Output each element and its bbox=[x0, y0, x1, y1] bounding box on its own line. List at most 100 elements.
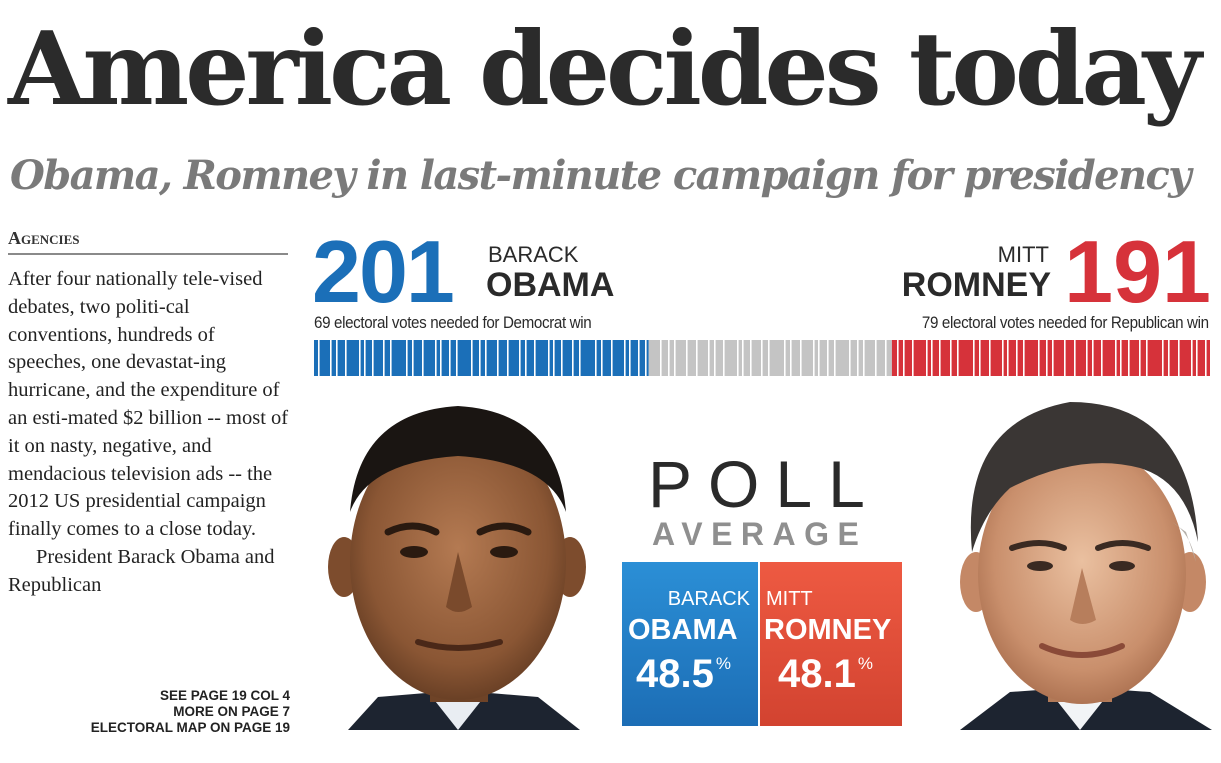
romney-photo bbox=[960, 402, 1212, 730]
poll-title: POLL bbox=[648, 447, 881, 521]
state-divider bbox=[497, 340, 499, 376]
state-divider bbox=[979, 340, 981, 376]
state-divider bbox=[931, 340, 933, 376]
state-divider bbox=[668, 340, 670, 376]
jump-line-1[interactable]: SEE PAGE 19 COL 4 bbox=[159, 688, 290, 703]
state-divider bbox=[435, 340, 437, 376]
state-divider bbox=[849, 340, 851, 376]
state-divider bbox=[857, 340, 859, 376]
state-divider bbox=[813, 340, 815, 376]
state-divider bbox=[1178, 340, 1180, 376]
state-divider bbox=[364, 340, 366, 376]
romney-poll-percent: 48.1% bbox=[778, 652, 873, 697]
romney-last-name: ROMNEY bbox=[901, 266, 1051, 304]
state-divider bbox=[950, 340, 952, 376]
state-divider bbox=[1101, 340, 1103, 376]
state-divider bbox=[1162, 340, 1164, 376]
romney-poll-first-name: MITT bbox=[766, 588, 813, 610]
obama-votes-segment bbox=[314, 340, 649, 376]
story-text: After four nationally tele-vised debates… bbox=[8, 266, 290, 600]
state-divider bbox=[519, 340, 521, 376]
state-divider bbox=[318, 340, 320, 376]
state-divider bbox=[383, 340, 385, 376]
state-divider bbox=[1205, 340, 1207, 376]
state-divider bbox=[406, 340, 408, 376]
state-divider bbox=[903, 340, 905, 376]
headline: America decides today bbox=[8, 9, 1202, 128]
jump-lines: SEE PAGE 19 COL 4 MORE ON PAGE 7 ELECTOR… bbox=[91, 688, 290, 736]
state-divider bbox=[885, 340, 887, 376]
state-divider bbox=[660, 340, 662, 376]
romney-poll-value: 48.1 bbox=[778, 652, 856, 696]
state-divider bbox=[939, 340, 941, 376]
state-divider bbox=[708, 340, 710, 376]
state-divider bbox=[875, 340, 877, 376]
state-divider bbox=[674, 340, 676, 376]
state-divider bbox=[548, 340, 550, 376]
state-divider bbox=[742, 340, 744, 376]
state-divider bbox=[723, 340, 725, 376]
state-divider bbox=[456, 340, 458, 376]
jump-line-2[interactable]: MORE ON PAGE 7 bbox=[173, 704, 290, 719]
state-divider bbox=[973, 340, 975, 376]
state-divider bbox=[1092, 340, 1094, 376]
state-divider bbox=[449, 340, 451, 376]
state-divider bbox=[1064, 340, 1066, 376]
state-divider bbox=[412, 340, 414, 376]
state-divider bbox=[572, 340, 574, 376]
undecided-votes-segment bbox=[648, 340, 892, 376]
story-paragraph-1: After four nationally tele-vised debates… bbox=[8, 268, 289, 541]
state-divider bbox=[1128, 340, 1130, 376]
state-divider bbox=[1052, 340, 1054, 376]
state-divider bbox=[790, 340, 792, 376]
state-divider bbox=[330, 340, 332, 376]
state-divider bbox=[897, 340, 899, 376]
state-divider bbox=[1038, 340, 1040, 376]
state-divider bbox=[957, 340, 959, 376]
state-divider bbox=[1086, 340, 1088, 376]
romney-votes-needed: 79 electoral votes needed for Republican… bbox=[922, 314, 1209, 332]
state-divider bbox=[1139, 340, 1141, 376]
state-divider bbox=[359, 340, 361, 376]
state-divider bbox=[336, 340, 338, 376]
state-divider bbox=[629, 340, 631, 376]
romney-poll-last-name: ROMNEY bbox=[764, 614, 892, 646]
obama-last-name: OBAMA bbox=[486, 266, 615, 304]
romney-poll-unit: % bbox=[857, 654, 873, 673]
state-divider bbox=[1168, 340, 1170, 376]
state-divider bbox=[1120, 340, 1122, 376]
romney-votes-segment bbox=[891, 340, 1210, 376]
obama-electoral-count: 201 bbox=[312, 222, 455, 321]
obama-poll-value: 48.5 bbox=[636, 652, 714, 696]
state-divider bbox=[422, 340, 424, 376]
state-divider bbox=[440, 340, 442, 376]
state-divider bbox=[479, 340, 481, 376]
state-divider bbox=[714, 340, 716, 376]
state-divider bbox=[1191, 340, 1193, 376]
state-divider bbox=[1046, 340, 1048, 376]
poll-subtitle: AVERAGE bbox=[652, 516, 868, 552]
state-divider bbox=[1074, 340, 1076, 376]
state-divider bbox=[645, 340, 647, 376]
state-divider bbox=[507, 340, 509, 376]
story-paragraph-2: President Barack Obama and Republican bbox=[8, 545, 275, 596]
state-divider bbox=[827, 340, 829, 376]
state-divider bbox=[595, 340, 597, 376]
obama-poll-last-name: OBAMA bbox=[628, 614, 738, 646]
state-divider bbox=[768, 340, 770, 376]
state-divider bbox=[863, 340, 865, 376]
state-divider bbox=[989, 340, 991, 376]
state-divider bbox=[1023, 340, 1025, 376]
obama-poll-percent: 48.5% bbox=[636, 652, 731, 697]
state-divider bbox=[926, 340, 928, 376]
state-divider bbox=[485, 340, 487, 376]
jump-line-3[interactable]: ELECTORAL MAP ON PAGE 19 bbox=[90, 720, 290, 735]
state-divider bbox=[800, 340, 802, 376]
state-divider bbox=[561, 340, 563, 376]
state-divider bbox=[750, 340, 752, 376]
state-divider bbox=[638, 340, 640, 376]
state-divider bbox=[534, 340, 536, 376]
state-divider bbox=[390, 340, 392, 376]
obama-poll-first-name: BARACK bbox=[667, 588, 750, 610]
obama-first-name: BARACK bbox=[488, 242, 579, 267]
